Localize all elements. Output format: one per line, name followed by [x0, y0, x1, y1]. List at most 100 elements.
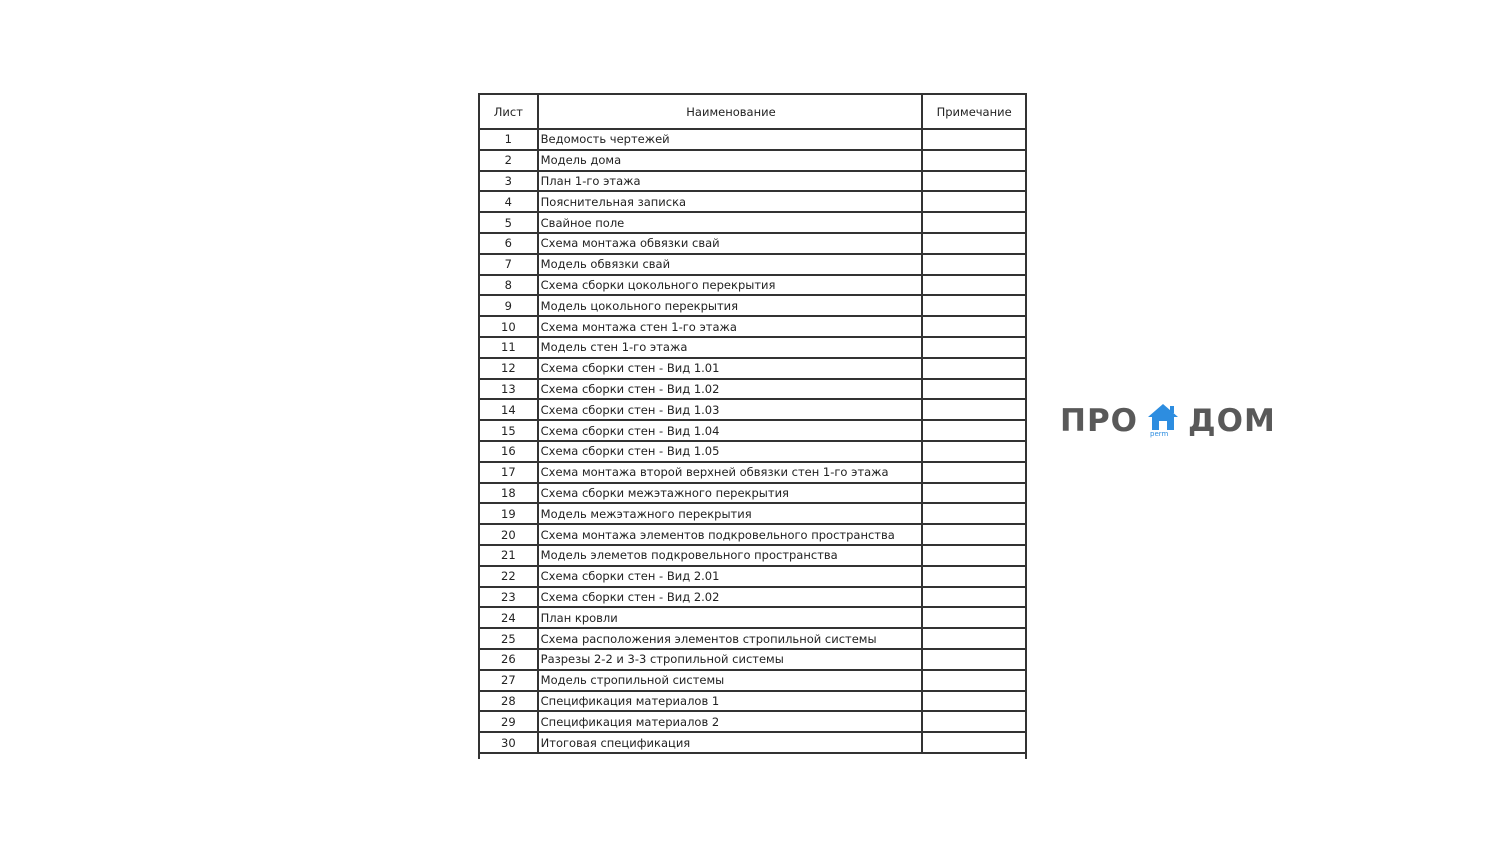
row-name: Схема расположения элементов стропильной… [536, 627, 924, 650]
row-note [921, 252, 1027, 276]
row-number: 1 [478, 128, 539, 151]
table-row: 9 Модель цокольного перекрытия [478, 294, 1027, 318]
row-name: Ведомость чертежей [536, 128, 924, 151]
row-number: 12 [478, 356, 539, 380]
table-row: 1 Ведомость чертежей [478, 128, 1027, 151]
row-number: 21 [478, 543, 539, 567]
row-number: 14 [478, 398, 539, 422]
row-name: План кровли [536, 606, 924, 630]
row-note [921, 647, 1027, 671]
watermark-logo: ПРО perm ДОМ [1060, 402, 1276, 440]
row-number: 23 [478, 585, 539, 609]
row-note [921, 710, 1027, 734]
row-name: Модель цокольного перекрытия [536, 294, 924, 318]
table-row: 16 Схема сборки стен - Вид 1.05 [478, 439, 1027, 463]
header-name: Наименование [536, 93, 924, 130]
row-number: 27 [478, 668, 539, 692]
row-note [921, 128, 1027, 151]
table-row: 20 Схема монтажа элементов подкровельного… [478, 523, 1027, 546]
row-name: Схема сборки стен - Вид 1.02 [536, 377, 924, 401]
row-number: 19 [478, 502, 539, 526]
row-note [921, 627, 1027, 650]
row-number: 11 [478, 335, 539, 359]
table-row: 13 Схема сборки стен - Вид 1.02 [478, 377, 1027, 401]
row-name: Схема монтажа стен 1-го этажа [536, 315, 924, 338]
table-row: 19 Модель межэтажного перекрытия [478, 502, 1027, 526]
row-note [921, 169, 1027, 193]
row-note [921, 377, 1027, 401]
table-row: 12 Схема сборки стен - Вид 1.01 [478, 356, 1027, 380]
table-row: 22 Схема сборки стен - Вид 2.01 [478, 564, 1027, 588]
drawings-list-table: Лист Наименование Примечание 1 Ведомость … [478, 93, 1027, 754]
row-note [921, 356, 1027, 380]
row-number: 10 [478, 315, 539, 338]
table-row: 15 Схема сборки стен - Вид 1.04 [478, 419, 1027, 442]
row-number: 15 [478, 419, 539, 442]
watermark-left: ПРО [1060, 403, 1139, 439]
row-note [921, 273, 1027, 297]
row-note [921, 315, 1027, 338]
row-note [921, 294, 1027, 318]
watermark-sub: perm [1150, 430, 1169, 438]
row-name: Схема монтажа второй верхней обвязки сте… [536, 460, 924, 484]
row-note [921, 585, 1027, 609]
row-number: 8 [478, 273, 539, 297]
row-name: Схема сборки стен - Вид 2.01 [536, 564, 924, 588]
row-name: Модель дома [536, 148, 924, 172]
row-number: 22 [478, 564, 539, 588]
row-note [921, 689, 1027, 713]
table-row: 8 Схема сборки цокольного перекрытия [478, 273, 1027, 297]
row-number: 9 [478, 294, 539, 318]
row-note [921, 523, 1027, 546]
row-name: Пояснительная записка [536, 190, 924, 214]
row-name: Модель обвязки свай [536, 252, 924, 276]
row-name: Схема сборки стен - Вид 1.03 [536, 398, 924, 422]
row-name: Модель межэтажного перекрытия [536, 502, 924, 526]
row-note [921, 211, 1027, 234]
row-name: Схема монтажа элементов подкровельного п… [536, 523, 924, 546]
row-note [921, 668, 1027, 692]
row-number: 29 [478, 710, 539, 734]
row-number: 25 [478, 627, 539, 650]
house-icon: perm [1146, 402, 1180, 440]
row-number: 24 [478, 606, 539, 630]
row-name: Спецификация материалов 1 [536, 689, 924, 713]
table-row: 29 Спецификация материалов 2 [478, 710, 1027, 734]
row-number: 18 [478, 481, 539, 505]
row-note [921, 335, 1027, 359]
row-note [921, 190, 1027, 214]
row-number: 2 [478, 148, 539, 172]
row-note [921, 419, 1027, 442]
row-name: Схема сборки стен - Вид 1.04 [536, 419, 924, 442]
row-name: Схема сборки межэтажного перекрытия [536, 481, 924, 505]
watermark-right: ДОМ [1188, 403, 1276, 439]
row-note [921, 606, 1027, 630]
row-number: 3 [478, 169, 539, 193]
row-name: План 1-го этажа [536, 169, 924, 193]
table-row: 4 Пояснительная записка [478, 190, 1027, 214]
table-row: 3 План 1-го этажа [478, 169, 1027, 193]
table-row: 21 Модель элеметов подкровельного простра… [478, 543, 1027, 567]
row-name: Схема монтажа обвязки свай [536, 231, 924, 255]
row-name: Схема сборки цокольного перекрытия [536, 273, 924, 297]
table-row: 10 Схема монтажа стен 1-го этажа [478, 315, 1027, 338]
table-row: 18 Схема сборки межэтажного перекрытия [478, 481, 1027, 505]
row-name: Схема сборки стен - Вид 2.02 [536, 585, 924, 609]
table-row: 27 Модель стропильной системы [478, 668, 1027, 692]
header-sheet: Лист [478, 93, 539, 130]
table-row: 23 Схема сборки стен - Вид 2.02 [478, 585, 1027, 609]
row-name: Спецификация материалов 2 [536, 710, 924, 734]
row-number: 7 [478, 252, 539, 276]
row-name: Схема сборки стен - Вид 1.05 [536, 439, 924, 463]
table-row: 26 Разрезы 2-2 и 3-3 стропильной системы [478, 647, 1027, 671]
row-note [921, 439, 1027, 463]
row-note [921, 460, 1027, 484]
table-row: 6 Схема монтажа обвязки свай [478, 231, 1027, 255]
row-note [921, 148, 1027, 172]
row-number: 4 [478, 190, 539, 214]
table-header-row: Лист Наименование Примечание [478, 93, 1027, 130]
row-number: 6 [478, 231, 539, 255]
row-number: 5 [478, 211, 539, 234]
row-number: 16 [478, 439, 539, 463]
row-note [921, 502, 1027, 526]
